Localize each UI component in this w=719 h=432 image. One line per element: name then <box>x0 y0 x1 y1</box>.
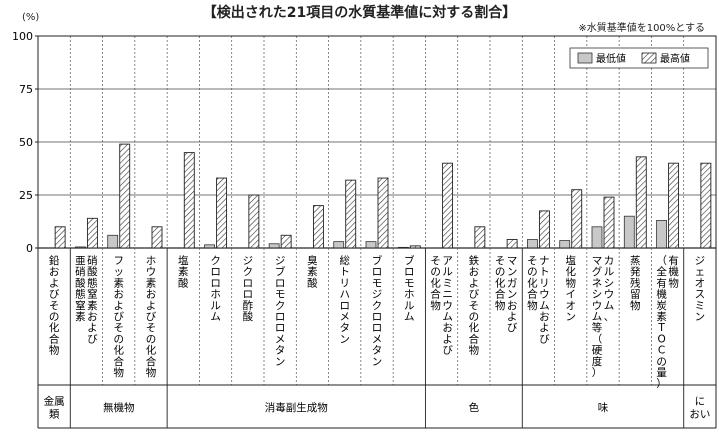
category-label: 塩素酸 <box>178 254 189 289</box>
bar-min <box>333 241 345 249</box>
group-label: おい <box>689 409 710 421</box>
group-label: 類 <box>49 409 60 421</box>
y-tick-label: 100 <box>12 30 33 43</box>
y-tick-label: 75 <box>19 83 33 96</box>
category-groups: 金属類 無機物 消毒副生成物 色 味 におい <box>44 395 711 421</box>
category-label: その化合物 <box>430 255 441 312</box>
bar-max <box>248 194 260 249</box>
group-label: 金属 <box>44 395 65 408</box>
legend-label-max: 最高値 <box>660 52 690 65</box>
category-label: 蒸発残留物 <box>630 255 641 312</box>
bar-min <box>591 226 603 249</box>
bar-max <box>216 177 228 249</box>
chart-note: ※水質基準値を100%とする <box>578 23 705 34</box>
bar-min <box>365 241 377 249</box>
bar-max <box>700 162 712 249</box>
bar-min <box>623 215 635 249</box>
axes: 0 25 50 75 100 <box>12 30 717 255</box>
bar-max <box>119 143 131 249</box>
legend: 最低値 最高値 <box>569 47 709 69</box>
group-label: 色 <box>469 401 480 414</box>
bar-max <box>538 210 550 249</box>
bar-max <box>183 152 195 249</box>
bar-min <box>268 243 280 249</box>
category-label: 臭素酸 <box>307 254 318 289</box>
bars <box>54 143 712 249</box>
bar-max <box>442 162 454 249</box>
bar-max <box>280 234 292 249</box>
bar-min <box>107 234 119 249</box>
bar-min <box>656 220 667 249</box>
group-label: 消毒副生成物 <box>265 401 328 414</box>
bar-min <box>559 240 571 249</box>
bar-max <box>506 239 518 249</box>
category-label: 硝酸態窒素および <box>87 254 98 345</box>
bar-max <box>603 196 615 249</box>
category-label: アルミニウムおよび <box>442 255 453 357</box>
category-label: 鉛およびその化合物 <box>49 254 60 357</box>
group-label: 無機物 <box>103 401 135 414</box>
y-tick-label: 50 <box>19 136 33 149</box>
bar-max <box>54 226 66 249</box>
category-label: クロロホルム <box>210 255 221 323</box>
bar-max <box>312 205 324 249</box>
bar-min <box>527 239 538 249</box>
category-label: 鉄およびその化合物 <box>469 254 480 357</box>
category-label: その化合物 <box>495 255 506 312</box>
legend-swatch-min <box>577 52 593 64</box>
y-tick-label: 25 <box>19 189 33 202</box>
plot-frame <box>37 35 717 249</box>
bar-max <box>668 162 680 249</box>
group-label: に <box>695 396 706 408</box>
bar-max <box>151 226 163 249</box>
category-label: （全有機炭素 T O C の量） <box>656 255 667 390</box>
bar-max <box>635 156 647 249</box>
category-label: ナトリウムおよび <box>539 255 550 345</box>
bar-max <box>345 179 357 249</box>
grid-lines <box>38 35 716 249</box>
bar-max <box>571 189 583 249</box>
category-label: その化合物 <box>527 255 538 312</box>
legend-box <box>569 47 709 69</box>
chart-title: 【検出された21項目の水質基準値に対する割合】 <box>202 5 517 21</box>
category-label: ホウ素およびその化合物 <box>146 255 157 379</box>
category-label: マグネシウム等（硬度） <box>592 255 603 379</box>
bar-max <box>377 177 389 249</box>
y-tick-label: 0 <box>26 242 33 255</box>
category-label: フッ素およびその化合物 <box>113 255 124 379</box>
category-label: 塩化物イオン <box>565 254 576 323</box>
y-axis-unit: (%) <box>22 12 40 23</box>
bar-max <box>86 217 98 249</box>
group-label: 味 <box>598 402 609 414</box>
category-label: ジェオスミン <box>695 255 706 323</box>
category-label: ブロモジクロロメタン <box>372 254 383 368</box>
category-label: 亜硝酸態窒素 <box>75 255 86 323</box>
category-label: 有機物 <box>668 254 679 289</box>
category-label: ジクロロ酢酸 <box>243 255 254 323</box>
legend-swatch-max <box>641 52 657 64</box>
bar-max <box>474 226 486 249</box>
category-label: ブロモホルム <box>404 254 415 323</box>
category-label: マンガンおよび <box>507 255 518 334</box>
legend-label-min: 最低値 <box>596 52 626 65</box>
category-label: ジブロモクロロメタン <box>275 255 286 368</box>
category-label: 総トリハロメタン <box>339 254 350 345</box>
category-label: カルシウム、 <box>604 255 615 323</box>
